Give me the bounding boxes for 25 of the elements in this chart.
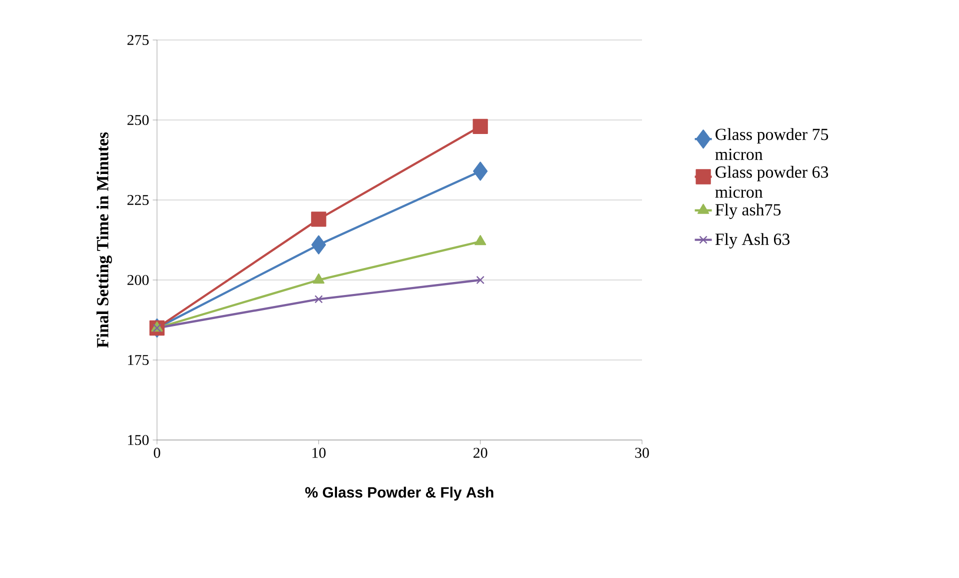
legend-label: Fly Ash 63 <box>715 233 790 248</box>
y-tick-label: 150 <box>128 434 149 446</box>
point <box>152 324 162 332</box>
y-axis-title: Final Setting Time in Minutes <box>96 132 112 348</box>
y-tick-label: 200 <box>127 274 149 286</box>
x-tick-label: 0 <box>154 448 160 458</box>
point <box>311 235 326 254</box>
y-tick-label: 250 <box>127 114 149 126</box>
x-tick-label: 30 <box>635 448 649 458</box>
point <box>472 118 488 134</box>
legend-label: Glass powder 75 micron <box>715 128 828 160</box>
point <box>474 235 486 246</box>
point <box>311 212 326 227</box>
x-tick-label: 10 <box>312 448 326 458</box>
y-tick-label: 175 <box>128 355 149 365</box>
y-tick-label: 225 <box>127 194 149 206</box>
point <box>314 295 323 304</box>
x-axis-title: % Glass Powder & Fly Ash <box>305 486 494 501</box>
y-tick-label: 275 <box>127 34 149 46</box>
point <box>312 273 324 284</box>
legend-label: Glass powder 63 micron <box>715 166 828 198</box>
point <box>476 276 484 284</box>
legend-label: Fly ash75 <box>715 204 781 219</box>
x-tick-label: 20 <box>474 448 488 458</box>
point <box>473 162 488 181</box>
